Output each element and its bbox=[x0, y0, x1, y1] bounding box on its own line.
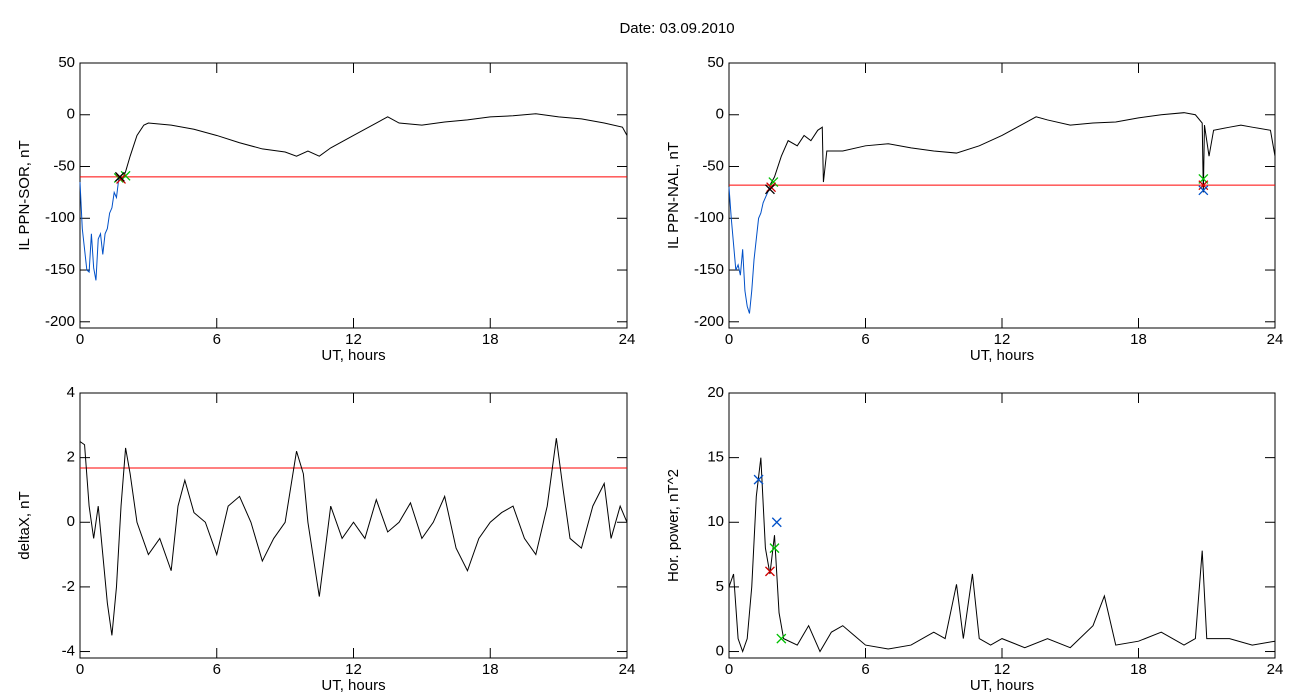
x-axis-label: UT, hours bbox=[970, 347, 1034, 364]
plot-frame bbox=[79, 62, 628, 329]
x-tick-label: 18 bbox=[1130, 661, 1147, 678]
x-tick-label: 6 bbox=[861, 661, 869, 678]
marker bbox=[764, 566, 775, 577]
marker bbox=[116, 173, 126, 184]
x-tick-label: 12 bbox=[345, 661, 362, 678]
x-tick-label: 18 bbox=[482, 331, 499, 348]
y-tick-label: 2 bbox=[67, 449, 75, 466]
x-tick-label: 18 bbox=[482, 661, 499, 678]
y-tick-label: 50 bbox=[707, 54, 724, 71]
x-tick-label: 12 bbox=[994, 331, 1011, 348]
marker bbox=[768, 177, 779, 188]
plot-frame bbox=[728, 62, 1276, 329]
y-tick-label: -150 bbox=[694, 261, 724, 278]
x-tick-label: 24 bbox=[619, 661, 636, 678]
y-tick-label: -100 bbox=[45, 209, 75, 226]
y-tick-label: -150 bbox=[45, 261, 75, 278]
y-tick-label: 0 bbox=[67, 513, 75, 530]
marker bbox=[753, 474, 764, 485]
y-tick-label: -4 bbox=[62, 643, 75, 660]
data-line bbox=[769, 112, 1276, 193]
marker bbox=[771, 517, 782, 528]
y-tick-label: 4 bbox=[67, 384, 75, 401]
x-tick-label: 0 bbox=[725, 661, 733, 678]
marker bbox=[766, 182, 777, 193]
y-tick-label: -100 bbox=[694, 209, 724, 226]
x-axis-label: UT, hours bbox=[321, 347, 385, 364]
x-axis-label: UT, hours bbox=[970, 677, 1034, 694]
figure-title: Date: 03.09.2010 bbox=[619, 20, 734, 37]
x-tick-label: 12 bbox=[345, 331, 362, 348]
x-tick-label: 6 bbox=[861, 331, 869, 348]
x-tick-label: 24 bbox=[1267, 331, 1284, 348]
x-tick-label: 0 bbox=[76, 661, 84, 678]
y-tick-label: 0 bbox=[716, 106, 724, 123]
marker bbox=[114, 171, 125, 182]
y-tick-label: 15 bbox=[707, 449, 724, 466]
x-tick-label: 24 bbox=[1267, 661, 1284, 678]
y-tick-label: 50 bbox=[58, 54, 75, 71]
x-tick-label: 6 bbox=[213, 331, 221, 348]
plot-frame bbox=[79, 392, 628, 659]
y-axis-label: IL PPN-SOR, nT bbox=[16, 140, 33, 250]
y-tick-label: -50 bbox=[702, 157, 724, 174]
x-tick-label: 6 bbox=[213, 661, 221, 678]
data-line bbox=[122, 113, 628, 178]
marker bbox=[769, 543, 780, 554]
x-tick-label: 12 bbox=[994, 661, 1011, 678]
y-tick-label: -200 bbox=[45, 313, 75, 330]
marker bbox=[1198, 185, 1209, 196]
data-line bbox=[79, 176, 124, 281]
y-axis-label: IL PPN-NAL, nT bbox=[665, 142, 682, 249]
marker bbox=[764, 184, 775, 195]
x-tick-label: 24 bbox=[619, 331, 636, 348]
y-tick-label: 0 bbox=[716, 643, 724, 660]
x-tick-label: 0 bbox=[725, 331, 733, 348]
x-tick-label: 18 bbox=[1130, 331, 1147, 348]
y-axis-label: deltaX, nT bbox=[16, 491, 33, 559]
y-tick-label: -2 bbox=[62, 578, 75, 595]
y-tick-label: -50 bbox=[53, 157, 75, 174]
x-tick-label: 0 bbox=[76, 331, 84, 348]
x-axis-label: UT, hours bbox=[321, 677, 385, 694]
y-tick-label: 5 bbox=[716, 578, 724, 595]
y-tick-label: 10 bbox=[707, 513, 724, 530]
y-tick-label: 20 bbox=[707, 384, 724, 401]
y-tick-label: 0 bbox=[67, 106, 75, 123]
marker bbox=[776, 633, 787, 644]
data-line bbox=[79, 438, 628, 636]
y-tick-label: -200 bbox=[694, 313, 724, 330]
plot-frame bbox=[728, 392, 1276, 659]
data-line bbox=[728, 457, 1276, 654]
data-line bbox=[728, 184, 771, 314]
y-axis-label: Hor. power, nT^2 bbox=[665, 469, 682, 582]
